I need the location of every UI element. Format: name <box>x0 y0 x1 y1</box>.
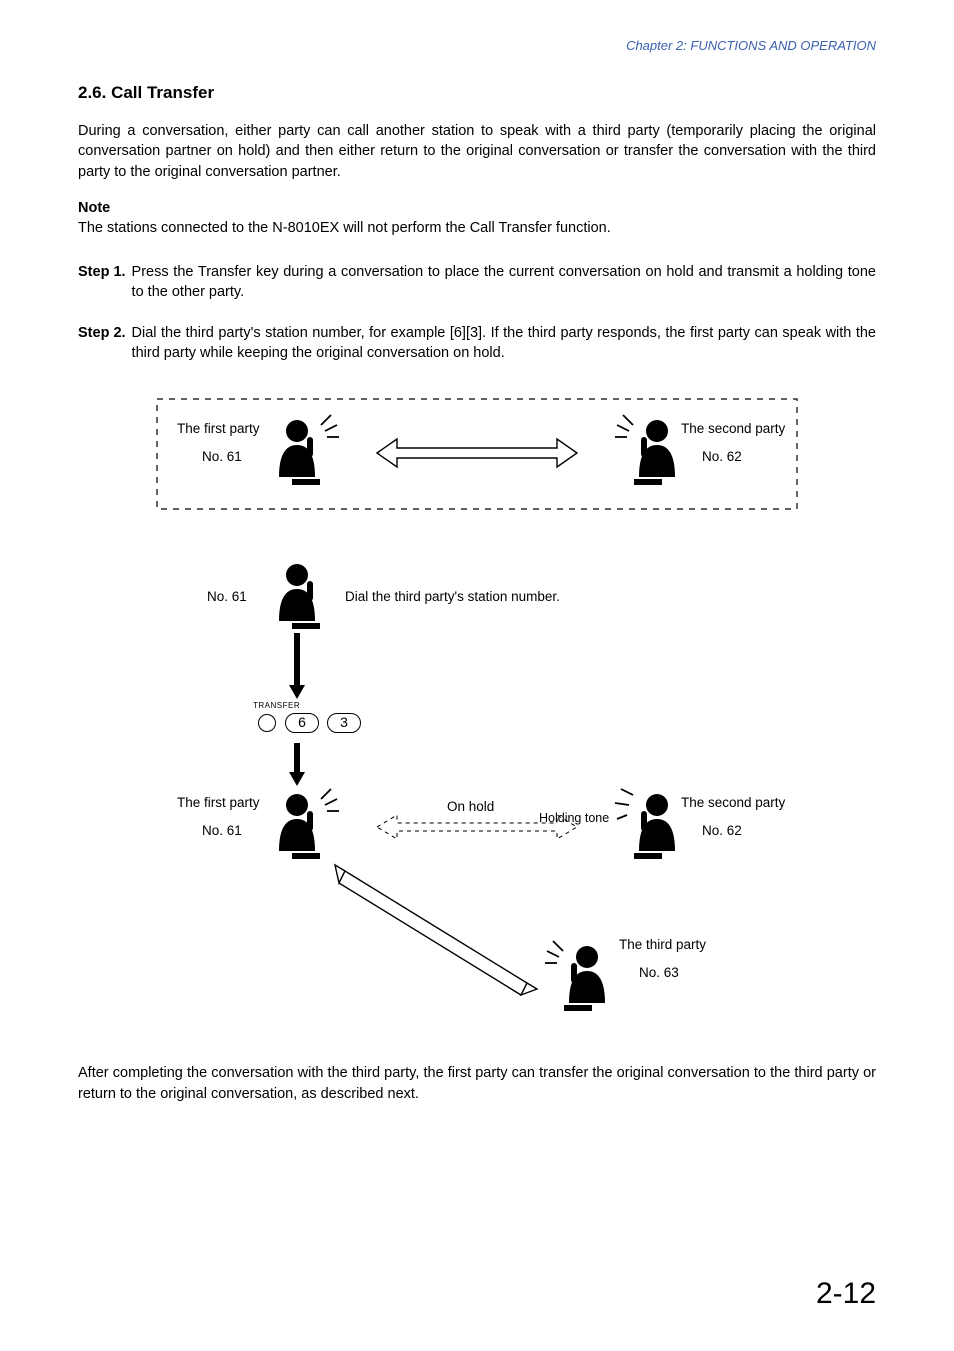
label-holding-tone: Holding tone <box>539 811 609 825</box>
label-second-party-bottom: The second party <box>681 795 785 810</box>
step-2-body: Dial the third party's station number, f… <box>132 323 876 364</box>
step-2: Step 2. Dial the third party's station n… <box>78 323 876 364</box>
section-title: 2.6. Call Transfer <box>78 83 876 103</box>
label-no61-mid: No. 61 <box>207 589 247 604</box>
step-1-body: Press the Transfer key during a conversa… <box>132 262 876 303</box>
note-text: The stations connected to the N-8010EX w… <box>78 218 876 238</box>
intro-paragraph: During a conversation, either party can … <box>78 121 876 182</box>
label-first-party-top: The first party <box>177 421 260 436</box>
call-transfer-diagram: The first party No. 61 The second party … <box>127 393 827 1033</box>
key-6: 6 <box>285 713 319 733</box>
label-dial-instruction: Dial the third party's station number. <box>345 589 560 604</box>
key-3: 3 <box>327 713 361 733</box>
label-no61-bottom: No. 61 <box>202 823 242 838</box>
step-2-label: Step 2. <box>78 323 126 364</box>
label-third-party: The third party <box>619 937 706 952</box>
note-label: Note <box>78 200 876 216</box>
label-first-party-bottom: The first party <box>177 795 260 810</box>
closing-paragraph: After completing the conversation with t… <box>78 1063 876 1104</box>
label-no63: No. 63 <box>639 965 679 980</box>
chapter-header: Chapter 2: FUNCTIONS AND OPERATION <box>78 38 876 53</box>
label-no62-top: No. 62 <box>702 449 742 464</box>
label-on-hold: On hold <box>447 799 494 814</box>
page-number: 2-12 <box>816 1277 876 1311</box>
step-1: Step 1. Press the Transfer key during a … <box>78 262 876 303</box>
label-no61-top: No. 61 <box>202 449 242 464</box>
label-no62-bottom: No. 62 <box>702 823 742 838</box>
label-transfer: TRANSFER <box>253 701 300 710</box>
label-second-party-top: The second party <box>681 421 785 436</box>
step-1-label: Step 1. <box>78 262 126 303</box>
